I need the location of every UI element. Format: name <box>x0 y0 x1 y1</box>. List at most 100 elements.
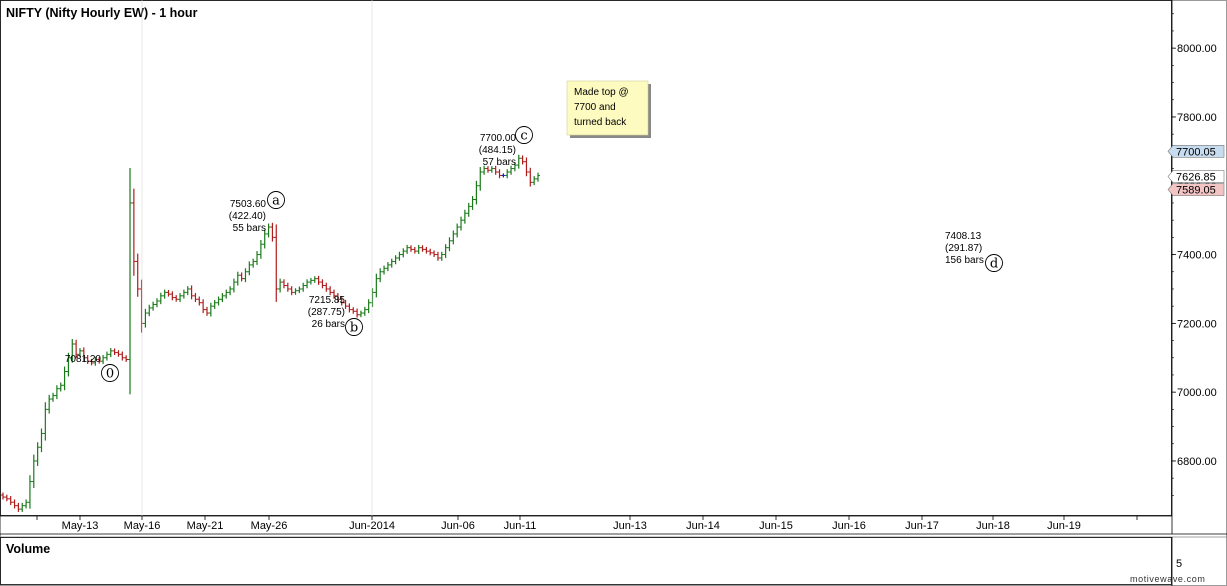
ohlc-bar <box>385 262 390 272</box>
ohlc-bar <box>54 385 59 400</box>
ohlc-bar <box>270 222 275 242</box>
ohlc-bar <box>439 251 444 261</box>
ohlc-bar <box>189 285 194 300</box>
ohlc-bar <box>174 295 179 302</box>
ohlc-bar <box>382 265 387 275</box>
ohlc-bar <box>505 169 510 179</box>
ohlc-bar <box>455 223 460 238</box>
wave-circle <box>267 191 285 209</box>
note-line-3: turned back <box>574 117 627 128</box>
ohlc-bar <box>358 310 363 318</box>
ohlc-bar <box>474 180 479 205</box>
ohlc-bar <box>324 282 329 292</box>
ohlc-bar <box>447 237 452 252</box>
x-tick-label: Jun-14 <box>686 520 720 532</box>
ohlc-bar <box>39 428 44 453</box>
ohlc-bar <box>47 394 52 414</box>
ohlc-bar <box>532 176 537 186</box>
price-bars <box>1 154 540 512</box>
ohlc-bar <box>509 165 514 175</box>
ohlc-bar <box>432 250 437 257</box>
ohlc-bar <box>201 299 206 314</box>
y-tick-label: 7000.00 <box>1177 387 1217 399</box>
ohlc-bar <box>374 273 379 298</box>
wave-c[interactable]: 7700.00(484.15)57 bars c <box>479 126 533 169</box>
ohlc-bar <box>224 289 229 299</box>
wave-annotation-text: (422.40) <box>229 211 266 222</box>
top-note[interactable]: Made top @ 7700 and turned back <box>566 80 651 138</box>
ohlc-bar <box>74 339 79 359</box>
ohlc-bar <box>112 348 117 356</box>
ohlc-bar <box>12 499 17 509</box>
wave-label: b <box>350 321 358 336</box>
ohlc-bar <box>320 279 325 289</box>
ohlc-bar <box>228 286 233 296</box>
wave-annotation-text: (287.75) <box>308 307 345 318</box>
wave-annotation-text: 7408.13 <box>945 231 982 242</box>
ohlc-bar <box>151 301 156 311</box>
ohlc-bar <box>297 286 302 294</box>
ohlc-bar <box>405 244 410 254</box>
chart-title: NIFTY (Nifty Hourly EW) - 1 hour <box>6 6 198 20</box>
ohlc-bar <box>401 248 406 258</box>
volume-plot-area[interactable] <box>0 537 1172 585</box>
ohlc-bar <box>266 223 271 238</box>
ohlc-bar <box>293 288 298 295</box>
ohlc-bar <box>31 454 36 488</box>
wave-d[interactable]: 7408.13(291.87)156 bars d <box>945 231 1003 272</box>
ohlc-bar <box>408 245 413 252</box>
ohlc-bar <box>416 244 421 254</box>
ohlc-bar <box>212 299 217 309</box>
ohlc-bar <box>178 293 183 303</box>
wave-annotation-text: 57 bars <box>483 157 516 168</box>
ohlc-bar <box>520 155 525 165</box>
ohlc-bar <box>162 289 167 299</box>
ohlc-bar <box>289 286 294 296</box>
wave-circle <box>985 254 1003 272</box>
y-tick-label: 7200.00 <box>1177 318 1217 330</box>
wave-a[interactable]: 7503.60(422.40)55 bars a <box>229 191 285 235</box>
ohlc-bar <box>366 299 371 314</box>
ohlc-bar <box>166 289 171 297</box>
ohlc-bar <box>478 167 483 191</box>
ohlc-bar <box>459 216 464 231</box>
ohlc-bar <box>231 278 236 293</box>
wave-annotation-text: 156 bars <box>945 255 984 266</box>
ohlc-bar <box>274 224 279 302</box>
wave-0[interactable]: 7081.20 0 <box>65 354 119 382</box>
ohlc-bar <box>466 202 471 217</box>
ohlc-bar <box>424 246 429 254</box>
ohlc-bar <box>1 492 5 500</box>
ohlc-bar <box>501 173 506 178</box>
ohlc-bar <box>181 289 186 299</box>
x-tick-label: May-13 <box>62 520 99 532</box>
ohlc-bar <box>93 356 98 366</box>
ohlc-bar <box>24 499 29 509</box>
ohlc-bar <box>97 357 102 364</box>
ohlc-bar <box>278 278 283 293</box>
ohlc-bar <box>512 162 517 172</box>
ohlc-bar <box>8 496 13 506</box>
ohlc-bar <box>308 277 313 285</box>
wave-b[interactable]: 7215.85(287.75)26 bars b <box>308 295 363 336</box>
ohlc-bar <box>128 168 133 395</box>
ohlc-bar <box>251 258 256 268</box>
ohlc-bar <box>462 209 467 224</box>
ohlc-bar <box>485 166 490 173</box>
price-marker-label: 7700.05 <box>1176 146 1216 158</box>
wave-label: d <box>990 257 998 272</box>
y-tick-label: 8000.00 <box>1177 43 1217 55</box>
wave-annotation-text: 7503.60 <box>230 199 267 210</box>
x-tick-label: Jun-15 <box>759 520 793 532</box>
price-marker-box <box>1167 170 1225 183</box>
x-tick-label: Jun-16 <box>832 520 866 532</box>
ohlc-bar <box>124 355 129 362</box>
ohlc-bar <box>220 293 225 303</box>
price-marker-box <box>1167 145 1225 158</box>
ohlc-bar <box>247 261 252 276</box>
ohlc-bar <box>312 276 317 283</box>
ohlc-bar <box>143 308 148 328</box>
ohlc-bar <box>104 351 109 361</box>
ohlc-bar <box>316 275 321 285</box>
